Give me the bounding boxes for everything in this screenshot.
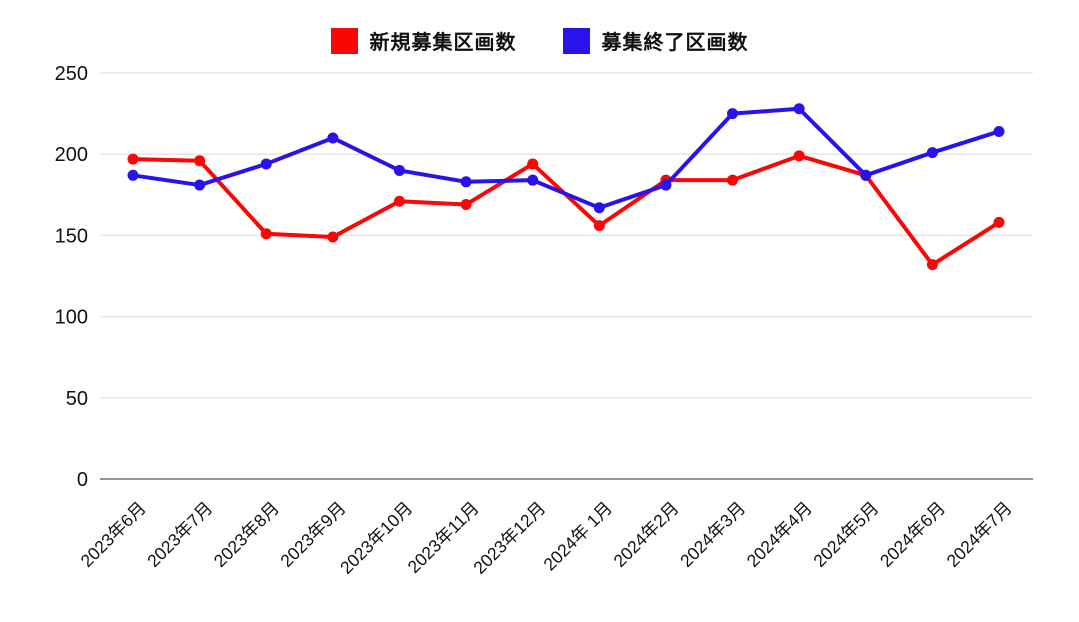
- data-point: [727, 174, 739, 186]
- y-tick-label: 50: [66, 388, 88, 410]
- data-point: [260, 228, 272, 240]
- legend-label-closed-listings: 募集終了区画数: [601, 32, 749, 54]
- data-point: [194, 179, 206, 191]
- data-point: [327, 231, 339, 243]
- chart-legend: 新規募集区画数 募集終了区画数: [0, 26, 1079, 55]
- y-tick-label: 250: [55, 63, 88, 85]
- x-tick-label: 2024年2月: [609, 498, 682, 571]
- data-point: [793, 103, 805, 115]
- data-point: [993, 216, 1005, 228]
- x-tick-label: 2023年12月: [469, 498, 549, 578]
- legend-item-closed-listings[interactable]: 募集終了区画数: [562, 26, 749, 55]
- x-tick-label: 2023年6月: [77, 498, 150, 571]
- legend-item-new-listings[interactable]: 新規募集区画数: [330, 26, 517, 55]
- data-point: [527, 158, 539, 170]
- legend-swatch-blue-icon: [562, 27, 590, 54]
- series-line-1: [131, 106, 1001, 210]
- x-tick-label: 2024年6月: [876, 498, 949, 571]
- data-point: [260, 158, 272, 170]
- data-point: [926, 259, 938, 271]
- x-tick-label: 2024年5月: [809, 498, 882, 571]
- y-tick-label: 150: [55, 225, 88, 247]
- x-tick-label: 2024年4月: [743, 498, 816, 571]
- legend-label-new-listings: 新規募集区画数: [369, 32, 517, 54]
- x-tick-label: 2024年7月: [943, 498, 1016, 571]
- data-point: [393, 164, 405, 176]
- x-tick-label: 2024年 1月: [539, 498, 616, 575]
- data-point: [593, 220, 605, 232]
- y-tick-label: 100: [55, 307, 88, 329]
- data-point: [793, 150, 805, 162]
- x-tick-label: 2024年3月: [676, 498, 749, 571]
- data-point: [926, 147, 938, 159]
- data-point: [993, 125, 1005, 137]
- y-tick-label: 0: [77, 469, 88, 491]
- data-point: [860, 169, 872, 181]
- legend-swatch-red-icon: [330, 27, 358, 54]
- data-point: [527, 174, 539, 186]
- data-point: [127, 169, 139, 181]
- x-tick-label: 2023年8月: [210, 498, 283, 571]
- data-point: [727, 108, 739, 120]
- x-tick-label: 2023年10月: [336, 498, 416, 578]
- data-point: [460, 199, 472, 211]
- data-point: [127, 153, 139, 165]
- x-tick-label: 2023年7月: [143, 498, 216, 571]
- data-point: [593, 202, 605, 214]
- data-point: [194, 155, 206, 167]
- data-point: [460, 176, 472, 188]
- y-tick-label: 200: [55, 144, 88, 166]
- data-point: [327, 132, 339, 144]
- data-point: [660, 179, 672, 191]
- data-point: [393, 195, 405, 207]
